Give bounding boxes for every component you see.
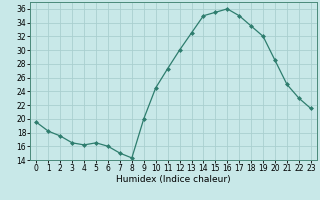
X-axis label: Humidex (Indice chaleur): Humidex (Indice chaleur) — [116, 175, 231, 184]
